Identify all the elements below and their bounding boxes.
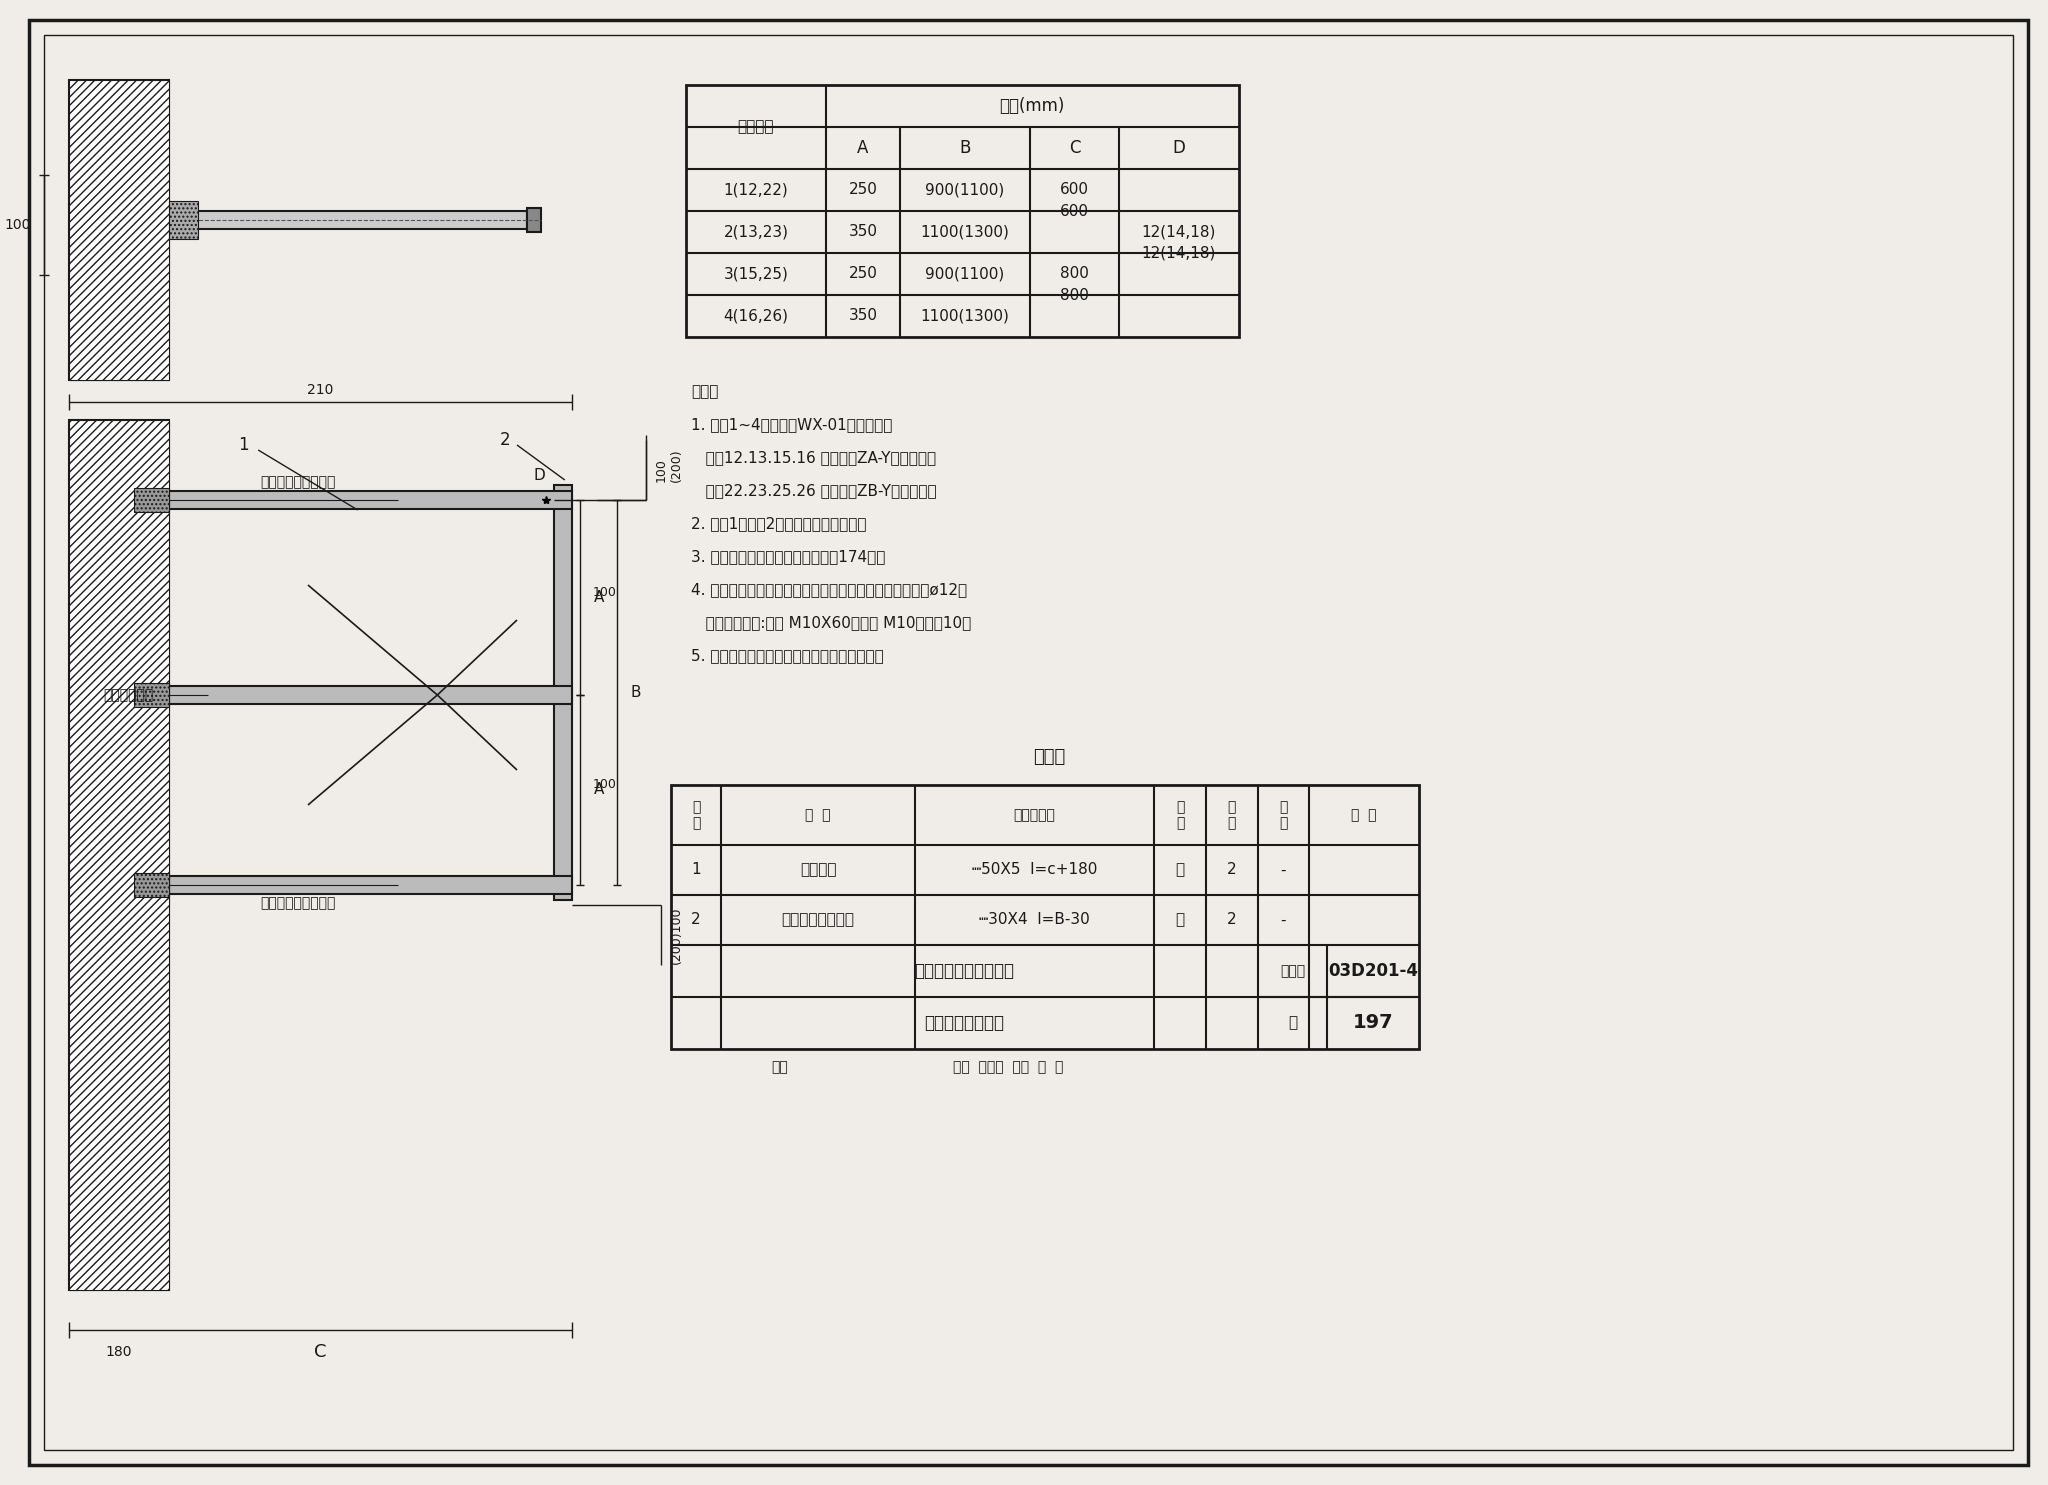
Text: 审核: 审核 [770,1060,788,1074]
Bar [133,683,168,707]
Bar [168,211,526,229]
Text: 固定绝缘子用角钢: 固定绝缘子用角钢 [782,912,854,928]
Bar [526,208,541,232]
Text: 4. 低压中性母线在支架上采用螺栓固定。母线上相应开孔ø12。: 4. 低压中性母线在支架上采用螺栓固定。母线上相应开孔ø12。 [692,582,967,597]
Bar [553,486,571,900]
Bar [168,876,571,894]
Text: A: A [858,140,868,157]
Text: 数
量: 数 量 [1227,800,1235,830]
Text: 180: 180 [106,1345,131,1359]
Text: 角钢支臂: 角钢支臂 [801,863,836,878]
Text: 支架型式: 支架型式 [737,119,774,135]
Text: 页
次: 页 次 [1280,800,1288,830]
Text: （三线或四线式）: （三线或四线式） [924,1014,1004,1032]
Text: 2: 2 [692,912,700,928]
Text: 相母线中心线: 相母线中心线 [102,688,154,702]
Text: 型号及规格: 型号及规格 [1014,808,1055,823]
Text: 1: 1 [692,863,700,878]
Text: 800: 800 [1061,288,1090,303]
Text: 900(1100): 900(1100) [926,183,1006,198]
Bar [70,420,168,1290]
Text: 2: 2 [500,431,510,448]
Bar [672,786,1419,1048]
Text: 100: 100 [4,218,31,232]
Text: ┉50X5  l=c+180: ┉50X5 l=c+180 [973,863,1098,878]
Text: B: B [631,685,641,699]
Text: 03D201-4: 03D201-4 [1327,962,1417,980]
Text: 校对  冷冬梅  设计  赵  殷: 校对 冷冬梅 设计 赵 殷 [952,1060,1063,1074]
Text: 2: 2 [1227,912,1237,928]
Bar [168,200,199,239]
Bar [686,85,1239,337]
Text: 型式22.23.25.26 用于安装ZB-Y型绝缘子。: 型式22.23.25.26 用于安装ZB-Y型绝缘子。 [692,484,936,499]
Text: 3. 各型绝缘子在支架上安装见图第174页。: 3. 各型绝缘子在支架上安装见图第174页。 [692,549,885,564]
Text: 100: 100 [592,587,616,598]
Text: ┉30X4  l=B-30: ┉30X4 l=B-30 [979,912,1090,928]
Text: 3(15,25): 3(15,25) [723,266,788,282]
Text: 编
号: 编 号 [692,800,700,830]
Text: 12(14,18): 12(14,18) [1143,245,1217,260]
Text: 图集号: 图集号 [1280,964,1305,979]
Text: 1100(1300): 1100(1300) [920,309,1010,324]
Text: 1100(1300): 1100(1300) [920,224,1010,239]
Text: -: - [1280,863,1286,878]
Text: 1: 1 [238,437,248,454]
Bar [70,80,168,380]
Text: (200)100: (200)100 [670,906,682,964]
Bar [70,80,168,380]
Text: 2. 零件1与零件2采用沿表面贴角焊接。: 2. 零件1与零件2采用沿表面贴角焊接。 [692,517,866,532]
Text: 197: 197 [1354,1013,1393,1032]
Text: -: - [1280,912,1286,928]
Text: 备  注: 备 注 [1352,808,1376,823]
Text: 高低压母线支架（五）: 高低压母线支架（五） [915,962,1014,980]
Text: 350: 350 [848,224,877,239]
Text: 单
位: 单 位 [1176,800,1184,830]
Text: 800: 800 [1061,266,1090,282]
Text: 2: 2 [1227,863,1237,878]
Text: 900(1100): 900(1100) [926,266,1006,282]
Text: D: D [532,468,545,483]
Text: 紧固件规格为:螺栓 M10X60；螺母 M10；垫圈10。: 紧固件规格为:螺栓 M10X60；螺母 M10；垫圈10。 [692,615,971,631]
Text: 600: 600 [1061,203,1090,218]
Text: 根: 根 [1176,863,1184,878]
Text: 低压中性母线中心线: 低压中性母线中心线 [260,475,336,489]
Text: 12(14,18): 12(14,18) [1143,224,1217,239]
Bar [168,492,571,509]
Text: 根: 根 [1176,912,1184,928]
Text: 100: 100 [592,778,616,792]
Text: 明细表: 明细表 [1034,748,1065,766]
Text: 210: 210 [307,383,334,396]
Text: 型式12.13.15.16 用于安装ZA-Y型绝缘子。: 型式12.13.15.16 用于安装ZA-Y型绝缘子。 [692,450,936,465]
Text: 250: 250 [848,266,877,282]
Text: 低压中性母线中心线: 低压中性母线中心线 [260,895,336,910]
Text: 1. 型式1~4用于安装WX-01型绝缘子。: 1. 型式1~4用于安装WX-01型绝缘子。 [692,417,893,432]
Text: 600: 600 [1061,183,1090,198]
Text: 100: 100 [655,457,668,483]
Text: 350: 350 [848,309,877,324]
Text: 尺寸(mm): 尺寸(mm) [999,97,1065,114]
Text: 1(12,22): 1(12,22) [723,183,788,198]
Text: 名  称: 名 称 [805,808,831,823]
Bar [70,420,168,1290]
Text: 页: 页 [1288,1016,1296,1031]
Bar [133,489,168,512]
Text: C: C [1069,140,1079,157]
Text: (200): (200) [670,448,682,481]
Text: 说明：: 说明： [692,385,719,399]
Text: B: B [958,140,971,157]
Text: 2(13,23): 2(13,23) [723,224,788,239]
Text: 250: 250 [848,183,877,198]
Bar [168,686,571,704]
Text: C: C [313,1342,326,1360]
Text: 4(16,26): 4(16,26) [723,309,788,324]
Bar [133,873,168,897]
Text: A: A [594,783,604,797]
Text: D: D [1174,140,1186,157]
Text: A: A [594,590,604,604]
Text: 5. 有括号的尺寸为低压母线穿墙孔旁支架用。: 5. 有括号的尺寸为低压母线穿墙孔旁支架用。 [692,649,885,664]
